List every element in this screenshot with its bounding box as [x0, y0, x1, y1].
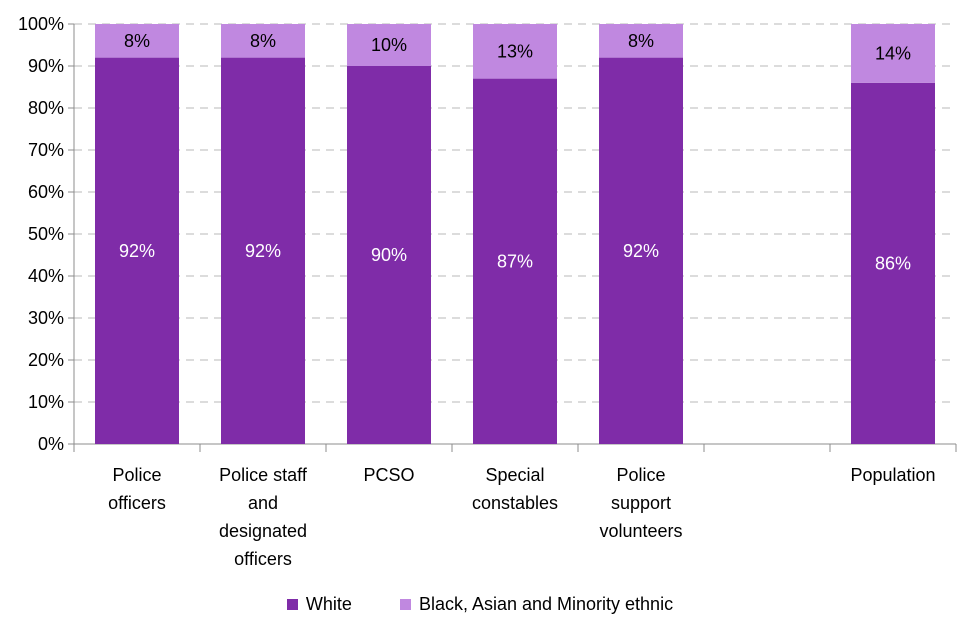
bars — [95, 24, 935, 445]
data-label-white: 92% — [623, 241, 659, 261]
data-label-white: 92% — [119, 241, 155, 261]
legend: White Black, Asian and Minority ethnic — [0, 590, 960, 618]
legend-label-white: White — [305, 593, 352, 614]
y-tick-label: 70% — [28, 140, 64, 160]
category-label: PCSO — [363, 465, 414, 485]
legend-item-bame: Black, Asian and Minority ethnic — [399, 593, 674, 615]
y-tick-label: 60% — [28, 182, 64, 202]
y-tick-label: 30% — [28, 308, 64, 328]
category-label: Special — [485, 465, 544, 485]
bar-segment-white — [221, 57, 305, 444]
bar-segment-white — [347, 66, 431, 444]
y-tick-label: 10% — [28, 392, 64, 412]
data-label-white: 87% — [497, 251, 533, 271]
category-label: officers — [108, 493, 166, 513]
bar-segment-white — [473, 78, 557, 444]
bar-segment-bame — [473, 24, 557, 79]
bar-segment-bame — [95, 24, 179, 58]
category-label: Police staff — [219, 465, 308, 485]
legend-swatch-bame — [399, 598, 411, 610]
y-tick-label: 20% — [28, 350, 64, 370]
y-tick-label: 40% — [28, 266, 64, 286]
data-label-bame: 14% — [875, 43, 911, 63]
y-tick-label: 100% — [18, 14, 64, 34]
legend-item-white: White — [286, 593, 352, 615]
bar-segment-bame — [599, 24, 683, 58]
category-label: Police — [616, 465, 665, 485]
data-label-bame: 8% — [250, 31, 276, 51]
category-label: and — [248, 493, 278, 513]
data-labels: 92% 8% 92% 8% 90% 10% 87% 13% 92% 8% 86% 14% — [119, 31, 911, 274]
y-tick-label: 80% — [28, 98, 64, 118]
data-label-bame: 8% — [628, 31, 654, 51]
bar-segment-bame — [221, 24, 305, 58]
data-label-bame: 10% — [371, 35, 407, 55]
bar-segment-white — [95, 57, 179, 444]
y-tick-label: 50% — [28, 224, 64, 244]
bar-segment-white — [851, 82, 935, 445]
category-label: constables — [472, 493, 558, 513]
legend-label-bame: Black, Asian and Minority ethnic — [418, 593, 674, 614]
category-label: officers — [234, 549, 292, 569]
y-tick-label: 90% — [28, 56, 64, 76]
legend-swatch-white — [286, 598, 298, 610]
category-label: Population — [850, 465, 935, 485]
data-label-bame: 13% — [497, 41, 533, 61]
category-label: volunteers — [599, 521, 682, 541]
bar-segment-white — [599, 57, 683, 444]
stacked-bar-chart: 0%10%20%30%40%50%60%70%80%90%100% 92%8%9… — [18, 14, 957, 569]
data-label-bame: 8% — [124, 31, 150, 51]
bar-segment-bame — [851, 24, 935, 83]
category-label: designated — [219, 521, 307, 541]
category-label: support — [611, 493, 671, 513]
data-label-white: 90% — [371, 245, 407, 265]
category-labels: Police officers Police staff and designated o… — [108, 465, 935, 569]
category-label: Police — [112, 465, 161, 485]
data-label-white: 92% — [245, 241, 281, 261]
y-tick-label: 0% — [38, 434, 64, 454]
data-label-white: 86% — [875, 253, 911, 273]
bar-segment-bame — [347, 24, 431, 66]
